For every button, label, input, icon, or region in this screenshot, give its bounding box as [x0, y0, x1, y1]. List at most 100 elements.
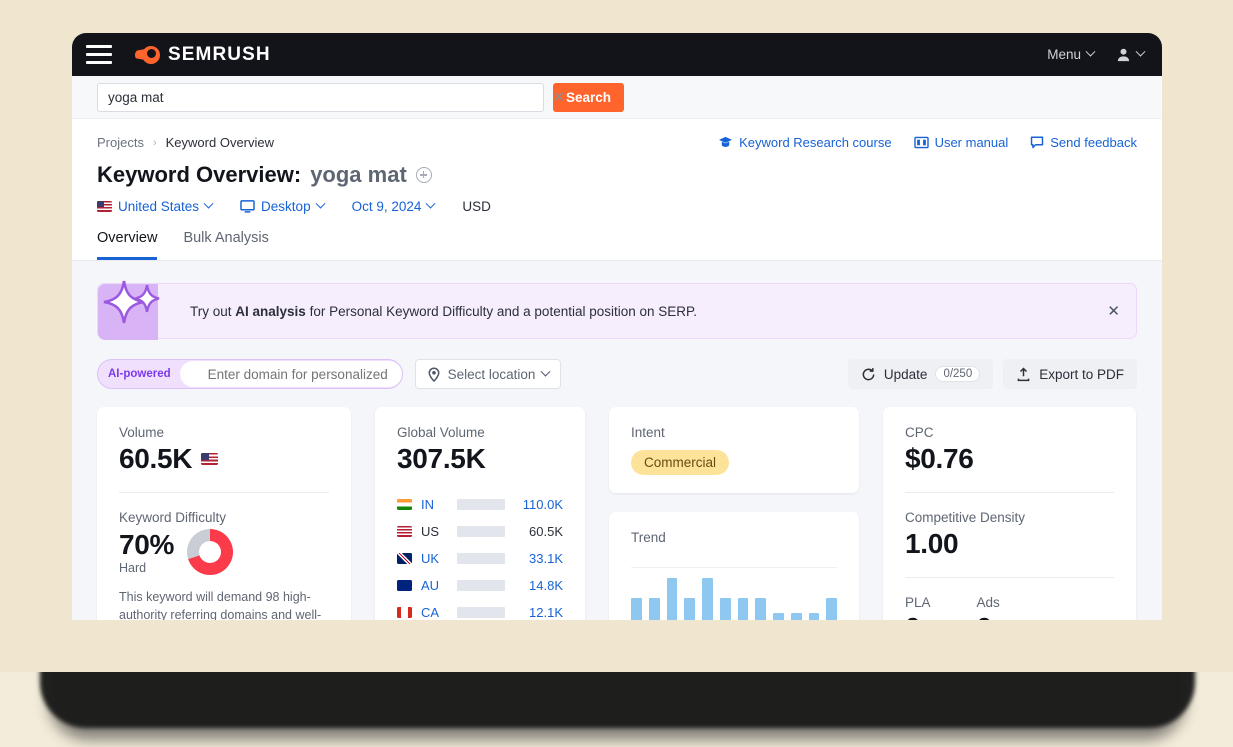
filters-row: United States Desktop Oct 9, 2024 USD — [97, 198, 1137, 214]
send-feedback-link[interactable]: Send feedback — [1030, 135, 1137, 150]
search-bar: ✕ Search — [72, 76, 1162, 119]
chevron-down-icon — [425, 198, 436, 209]
close-banner-icon[interactable]: ✕ — [1107, 303, 1120, 320]
user-manual-link[interactable]: User manual — [913, 135, 1009, 150]
banner-text: Try out AI analysis for Personal Keyword… — [190, 304, 697, 319]
keyword-difficulty-donut-chart — [187, 529, 234, 575]
sparkles-icon — [98, 275, 178, 349]
global-volume-row[interactable]: CA 12.1K — [397, 599, 563, 626]
add-keyword-icon[interactable] — [415, 167, 432, 183]
export-pdf-button[interactable]: Export to PDF — [1003, 359, 1137, 389]
country-filter[interactable]: United States — [97, 198, 214, 214]
country-code: AU — [421, 578, 440, 593]
device-label: Desktop — [261, 199, 311, 214]
ai-domain-field-group: AI-powered ✦ — [97, 359, 403, 389]
chevron-down-icon — [1085, 46, 1096, 57]
cpc-card: CPC $0.76 Competitive Density 1.00 PLA 0… — [883, 407, 1136, 672]
in-flag-icon — [397, 499, 412, 510]
chevron-down-icon — [315, 198, 326, 209]
divider — [905, 492, 1114, 493]
semrush-mark-icon — [135, 44, 160, 66]
banner-text-bold: AI analysis — [235, 303, 306, 319]
volume-label: Volume — [119, 425, 165, 440]
link-label: User manual — [934, 135, 1009, 150]
tab-overview[interactable]: Overview — [97, 230, 158, 260]
au-flag-icon — [397, 580, 412, 591]
top-navigation-bar: SEMRUSH Menu — [72, 33, 1162, 76]
comment-icon — [1031, 136, 1044, 149]
volume-value: 110.0K — [522, 497, 563, 512]
page-title: Keyword Overview: yoga mat — [97, 162, 1137, 188]
search-button[interactable]: Search — [553, 82, 625, 112]
cpc-value: $0.76 — [905, 443, 974, 474]
breadcrumb-current: Keyword Overview — [165, 135, 275, 150]
volume-bar-track — [457, 553, 505, 564]
keyword-difficulty-value: 70% — [119, 529, 175, 560]
location-select[interactable]: Select location — [414, 359, 562, 389]
chevron-down-icon — [1135, 46, 1146, 57]
global-volume-row[interactable]: AU 14.8K — [397, 572, 563, 599]
semrush-logo[interactable]: SEMRUSH — [135, 44, 271, 66]
competitive-density-label: Competitive Density — [905, 510, 1026, 525]
location-pin-icon — [428, 366, 440, 382]
volume-bar-track — [457, 607, 505, 618]
book-icon — [913, 136, 929, 149]
volume-bar-track — [457, 580, 505, 591]
us-flag-icon — [201, 453, 219, 465]
intent-label: Intent — [631, 425, 665, 440]
volume-value: 60.5K — [529, 524, 563, 539]
country-code: IN — [421, 497, 434, 512]
mockup-front-bezel — [0, 620, 1233, 672]
date-filter[interactable]: Oct 9, 2024 — [351, 198, 436, 214]
global-volume-row[interactable]: US 60.5K — [397, 518, 563, 545]
keyword-research-course-link[interactable]: Keyword Research course — [718, 135, 892, 150]
global-volume-row[interactable]: UK 33.1K — [397, 545, 563, 572]
breadcrumb: Projects › Keyword Overview — [97, 135, 274, 150]
tools-row: AI-powered ✦ Select location Update 0 — [97, 359, 1137, 389]
grid-line — [631, 567, 837, 568]
clear-search-icon[interactable]: ✕ — [552, 88, 566, 106]
location-label: Select location — [447, 366, 536, 382]
update-label: Update — [883, 366, 928, 382]
volume-value: 14.8K — [529, 578, 563, 593]
link-label: Keyword Research course — [739, 135, 892, 150]
desktop-icon — [240, 200, 255, 213]
breadcrumb-separator-icon: › — [152, 136, 157, 149]
hamburger-menu-icon[interactable] — [86, 44, 112, 65]
country-code: US — [421, 524, 440, 539]
upload-icon — [1017, 366, 1030, 381]
banner-text-before: Try out — [190, 303, 236, 319]
keyword-difficulty-rating: Hard — [119, 561, 147, 575]
refresh-icon — [862, 367, 875, 380]
browser-window: SEMRUSH Menu ✕ Search — [72, 33, 1162, 672]
volume-bar-track — [457, 499, 505, 510]
intent-card: Intent Commercial — [609, 407, 859, 493]
menu-dropdown-button[interactable]: Menu — [1047, 46, 1096, 62]
link-label: Send feedback — [1050, 135, 1137, 150]
menu-label: Menu — [1047, 47, 1081, 62]
volume-bar-track — [457, 526, 505, 537]
global-volume-value: 307.5K — [397, 443, 486, 474]
global-volume-row[interactable]: IN 110.0K — [397, 491, 563, 518]
date-label: Oct 9, 2024 — [351, 199, 422, 214]
keyword-difficulty-label: Keyword Difficulty — [119, 510, 227, 525]
user-account-button[interactable] — [1116, 46, 1146, 62]
ai-powered-badge: AI-powered — [108, 368, 171, 380]
ads-label: Ads — [976, 595, 1000, 610]
chevron-down-icon — [540, 366, 551, 377]
ai-analysis-banner: Try out AI analysis for Personal Keyword… — [97, 280, 1137, 340]
currency-label: USD — [462, 199, 491, 214]
breadcrumb-root[interactable]: Projects — [97, 135, 144, 150]
page-title-prefix: Keyword Overview: — [97, 162, 302, 187]
tab-bulk-analysis[interactable]: Bulk Analysis — [183, 230, 269, 246]
intent-badge[interactable]: Commercial — [631, 450, 730, 475]
volume-value: 60.5K — [119, 443, 193, 474]
search-input[interactable] — [97, 82, 544, 112]
device-filter[interactable]: Desktop — [240, 198, 326, 214]
divider — [905, 577, 1114, 578]
update-quota-badge: 0/250 — [935, 366, 981, 382]
domain-input[interactable] — [179, 361, 402, 387]
user-avatar-icon — [1117, 48, 1130, 62]
uk-flag-icon — [397, 553, 412, 564]
update-button[interactable]: Update 0/250 — [847, 359, 994, 389]
